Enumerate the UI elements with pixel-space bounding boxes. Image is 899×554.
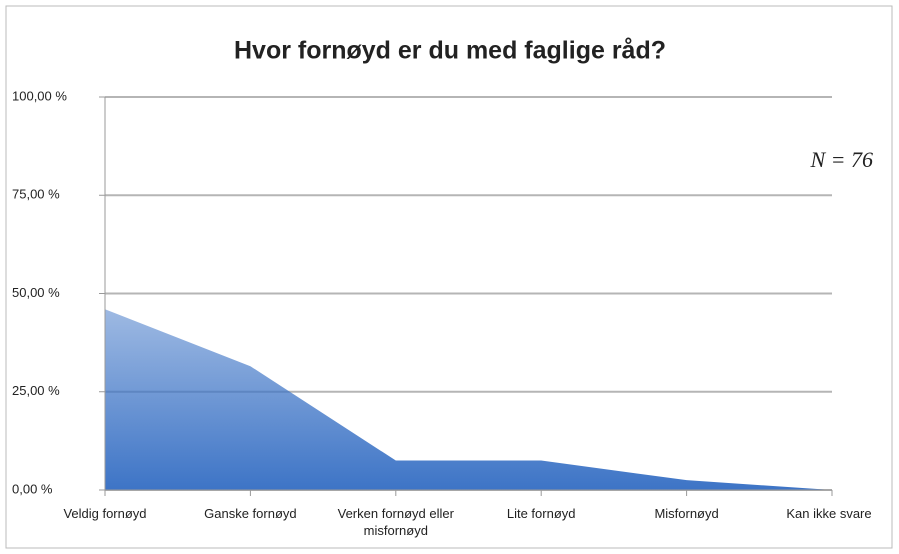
x-tick-label: Misfornøyd (654, 506, 719, 521)
y-tick-label: 25,00 % (12, 383, 60, 398)
y-tick-label: 50,00 % (12, 285, 60, 300)
x-tick-label: Lite fornøyd (506, 506, 576, 521)
chart-title: Hvor fornøyd er du med faglige råd? (234, 37, 666, 65)
y-tick-label: 100,00 % (12, 88, 67, 103)
area (105, 309, 832, 490)
y-tick-label: 0,00 % (12, 481, 53, 496)
x-tick-label: Kan ikke svare (786, 506, 872, 521)
annotation: N = 76 (809, 147, 873, 172)
x-tick-label: Verken fornøyd eller misfornøyd (337, 506, 454, 538)
chart-border (5, 5, 893, 549)
y-tick-label: 75,00 % (12, 187, 60, 202)
x-tick-label: Ganske fornøyd (204, 506, 297, 521)
x-tick-label: Veldig fornøyd (63, 506, 147, 521)
